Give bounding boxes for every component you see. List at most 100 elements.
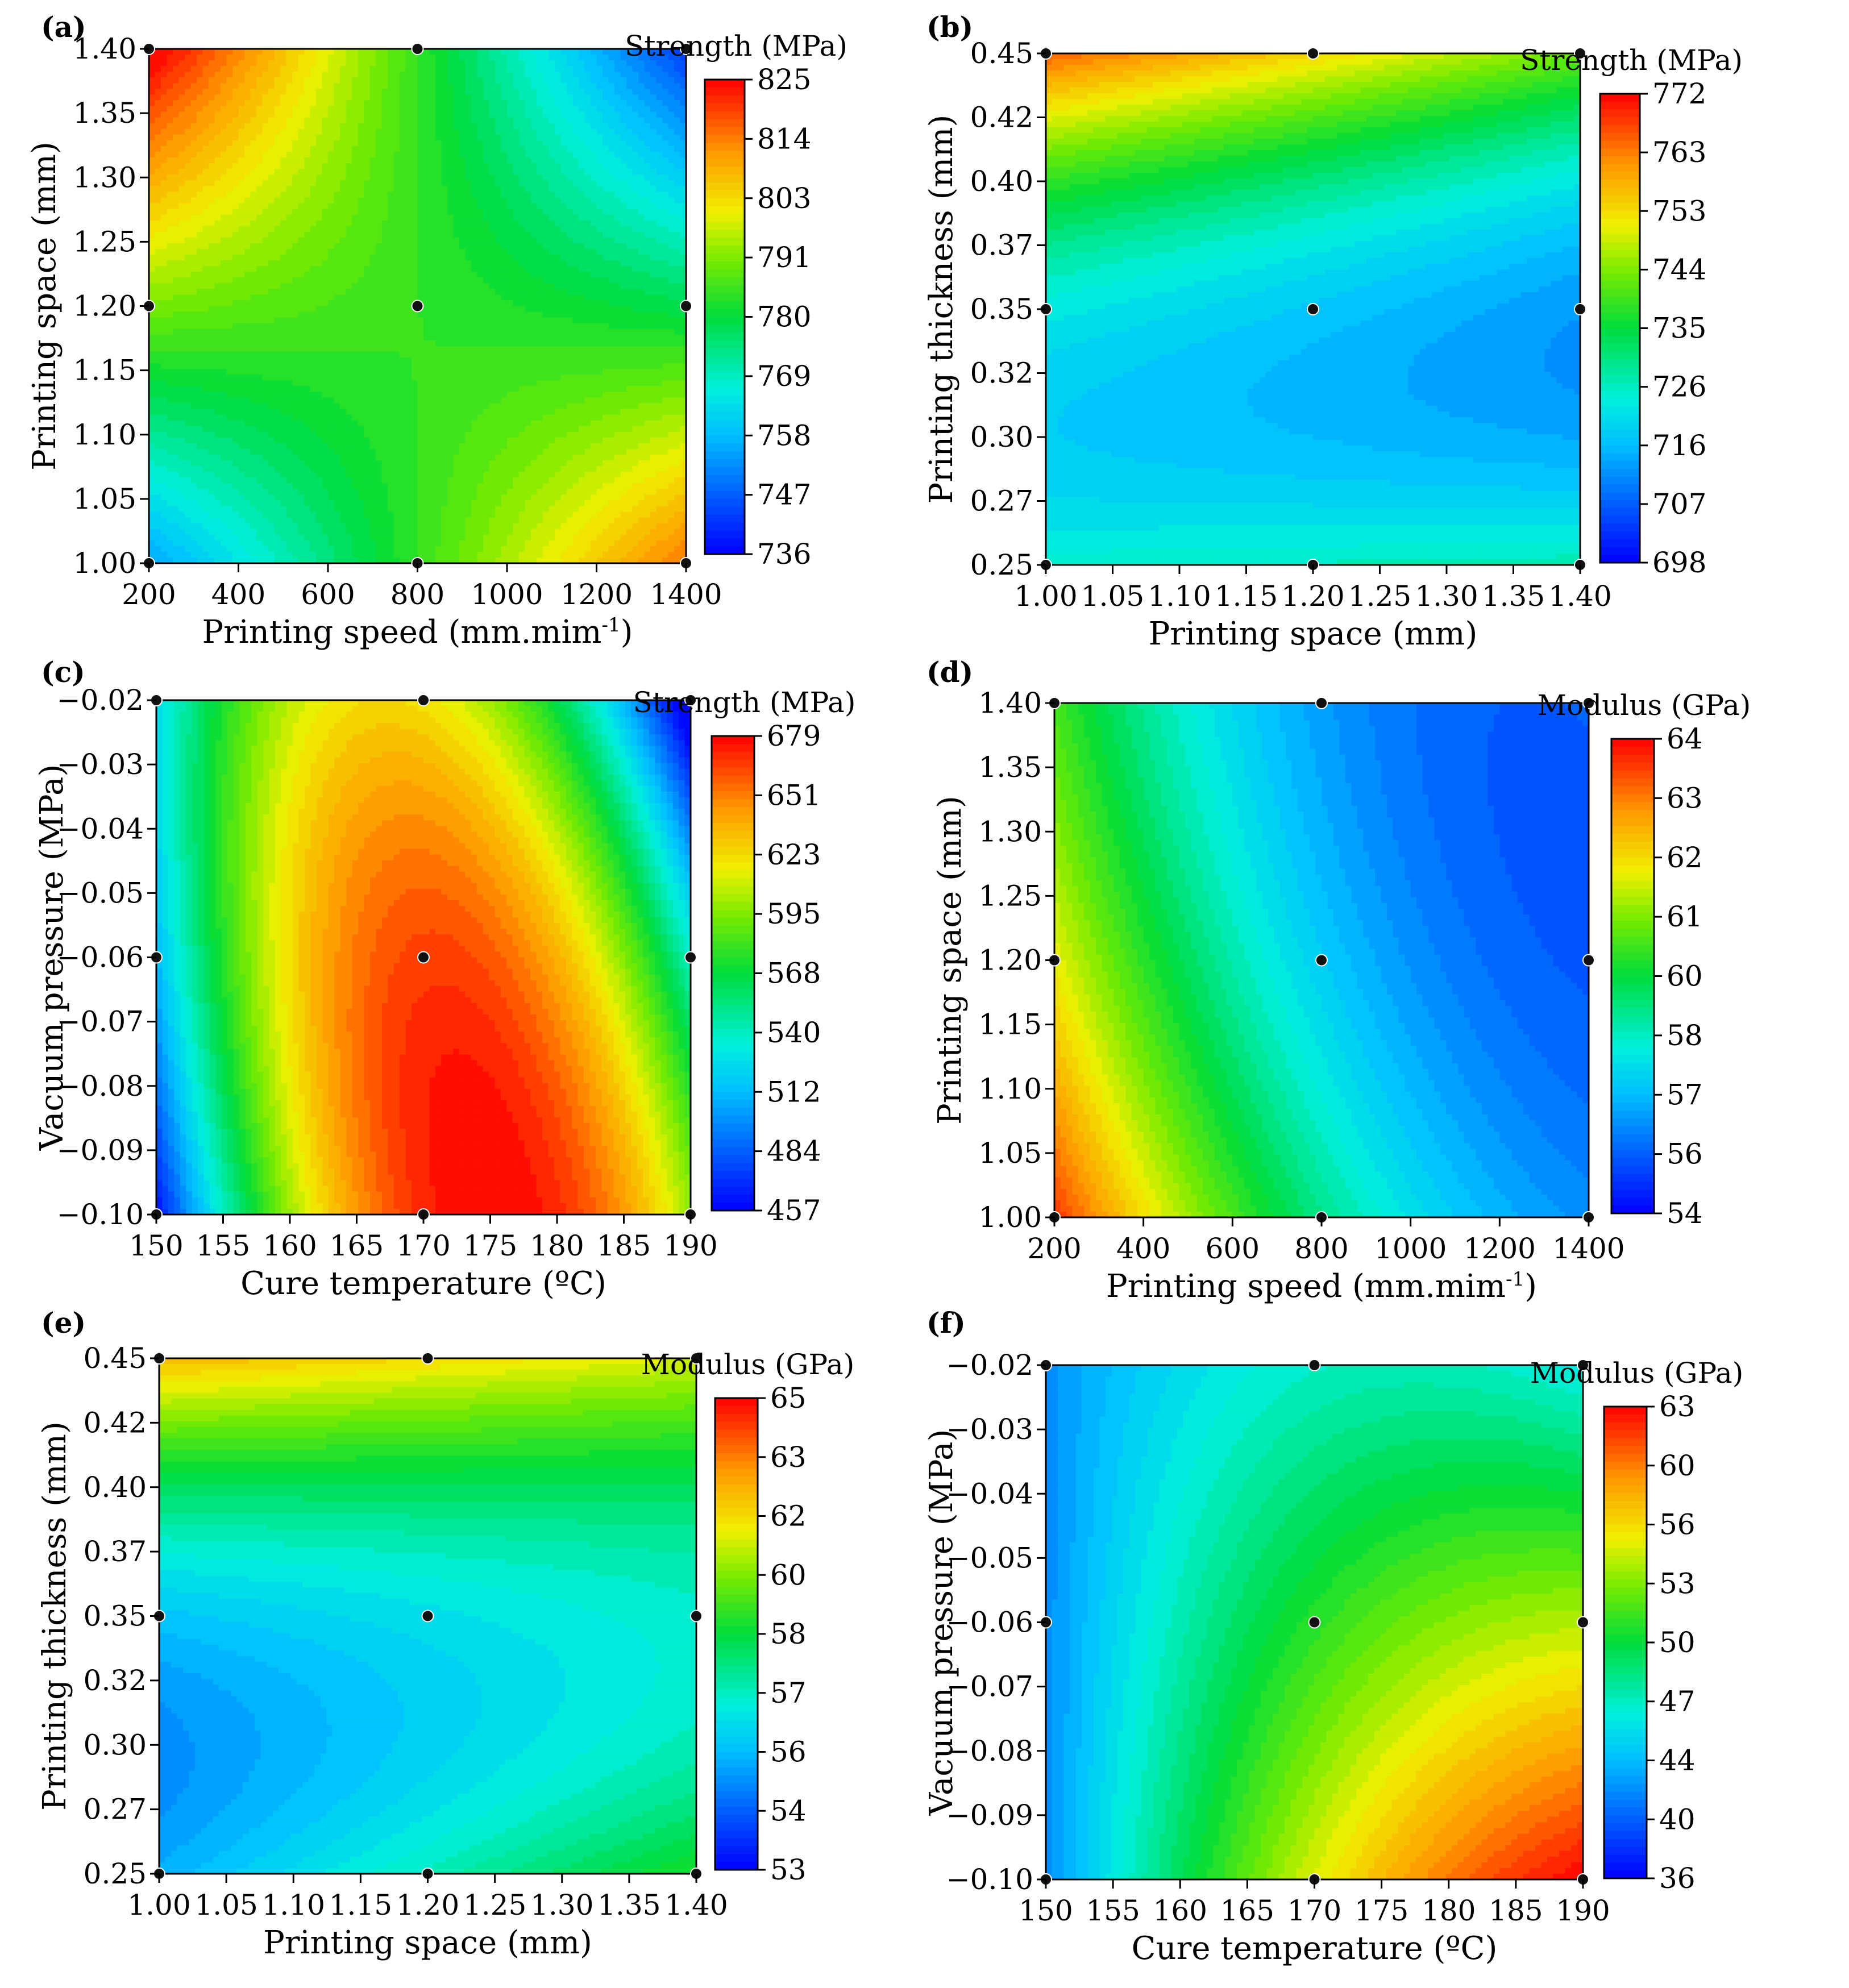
- contour-cell: [364, 243, 371, 249]
- contour-cell: [656, 49, 663, 55]
- contour-cell: [579, 311, 585, 318]
- contour-cell: [334, 157, 340, 164]
- contour-cell: [519, 328, 526, 335]
- contour-cell: [286, 123, 293, 130]
- contour-cell: [393, 317, 400, 324]
- contour-cell: [465, 283, 472, 289]
- contour-cell: [155, 294, 161, 301]
- contour-cell: [543, 140, 550, 147]
- contour-cell: [185, 163, 192, 169]
- contour-cell: [412, 180, 418, 186]
- contour-cell: [465, 163, 472, 169]
- contour-cell: [417, 89, 424, 95]
- contour-cell: [173, 323, 180, 330]
- contour-cell: [352, 300, 359, 307]
- contour-cell: [405, 300, 412, 307]
- contour-cell: [429, 231, 436, 238]
- contour-cell: [316, 163, 323, 169]
- contour-cell: [274, 128, 281, 135]
- contour-cell: [513, 134, 520, 141]
- contour-cell: [543, 255, 550, 261]
- contour-cell: [262, 83, 269, 89]
- contour-cell: [465, 351, 472, 358]
- contour-cell: [238, 363, 245, 369]
- contour-cell: [626, 60, 633, 66]
- contour-cell: [405, 83, 412, 89]
- contour-cell: [358, 317, 364, 324]
- contour-cell: [316, 203, 323, 210]
- contour-cell: [328, 197, 335, 204]
- contour-cell: [197, 277, 203, 284]
- contour-cell: [197, 197, 203, 204]
- contour-cell: [495, 197, 502, 204]
- contour-cell: [412, 209, 418, 215]
- contour-cell: [376, 197, 383, 204]
- contour-cell: [668, 237, 675, 244]
- contour-cell: [674, 340, 681, 347]
- contour-cell: [495, 306, 502, 313]
- contour-cell: [423, 111, 430, 118]
- contour-cell: [346, 192, 352, 198]
- contour-cell: [674, 197, 681, 204]
- contour-cell: [441, 334, 448, 341]
- contour-cell: [292, 231, 299, 238]
- contour-cell: [483, 340, 490, 347]
- contour-cell: [178, 94, 185, 101]
- contour-cell: [173, 334, 180, 341]
- contour-cell: [328, 83, 335, 89]
- contour-cell: [346, 134, 352, 141]
- contour-cell: [262, 346, 269, 352]
- contour-cell: [471, 214, 478, 221]
- contour-cell: [555, 197, 562, 204]
- contour-cell: [483, 237, 490, 244]
- contour-cell: [292, 145, 299, 152]
- contour-cell: [572, 214, 579, 221]
- contour-cell: [483, 89, 490, 95]
- contour-cell: [471, 289, 478, 295]
- contour-cell: [417, 186, 424, 192]
- contour-cell: [161, 128, 168, 135]
- contour-cell: [340, 214, 347, 221]
- contour-cell: [286, 106, 293, 113]
- contour-cell: [238, 220, 245, 227]
- contour-cell: [429, 317, 436, 324]
- contour-cell: [167, 83, 173, 89]
- contour-cell: [322, 340, 329, 347]
- contour-cell: [644, 300, 651, 307]
- contour-cell: [632, 317, 639, 324]
- contour-cell: [417, 72, 424, 78]
- contour-cell: [483, 197, 490, 204]
- contour-cell: [226, 260, 233, 267]
- contour-cell: [310, 317, 317, 324]
- contour-cell: [429, 106, 436, 113]
- contour-cell: [459, 266, 466, 272]
- contour-cell: [525, 226, 531, 232]
- contour-cell: [209, 77, 215, 84]
- contour-cell: [352, 328, 359, 335]
- contour-cell: [584, 334, 591, 341]
- contour-cell: [543, 49, 550, 55]
- contour-cell: [638, 351, 645, 358]
- contour-cell: [346, 220, 352, 227]
- contour-cell: [286, 145, 293, 152]
- contour-cell: [447, 260, 454, 267]
- contour-cell: [447, 266, 454, 272]
- contour-cell: [286, 157, 293, 164]
- contour-cell: [584, 272, 591, 278]
- contour-cell: [519, 169, 526, 175]
- contour-cell: [465, 157, 472, 164]
- contour-cell: [358, 277, 364, 284]
- contour-cell: [334, 100, 340, 107]
- contour-cell: [388, 266, 394, 272]
- contour-cell: [579, 203, 585, 210]
- contour-cell: [400, 294, 406, 301]
- contour-cell: [447, 300, 454, 307]
- contour-cell: [537, 340, 543, 347]
- contour-cell: [441, 197, 448, 204]
- contour-cell: [572, 128, 579, 135]
- contour-cell: [626, 100, 633, 107]
- contour-cell: [190, 140, 197, 147]
- contour-cell: [244, 237, 251, 244]
- contour-cell: [322, 363, 329, 369]
- contour-cell: [310, 346, 317, 352]
